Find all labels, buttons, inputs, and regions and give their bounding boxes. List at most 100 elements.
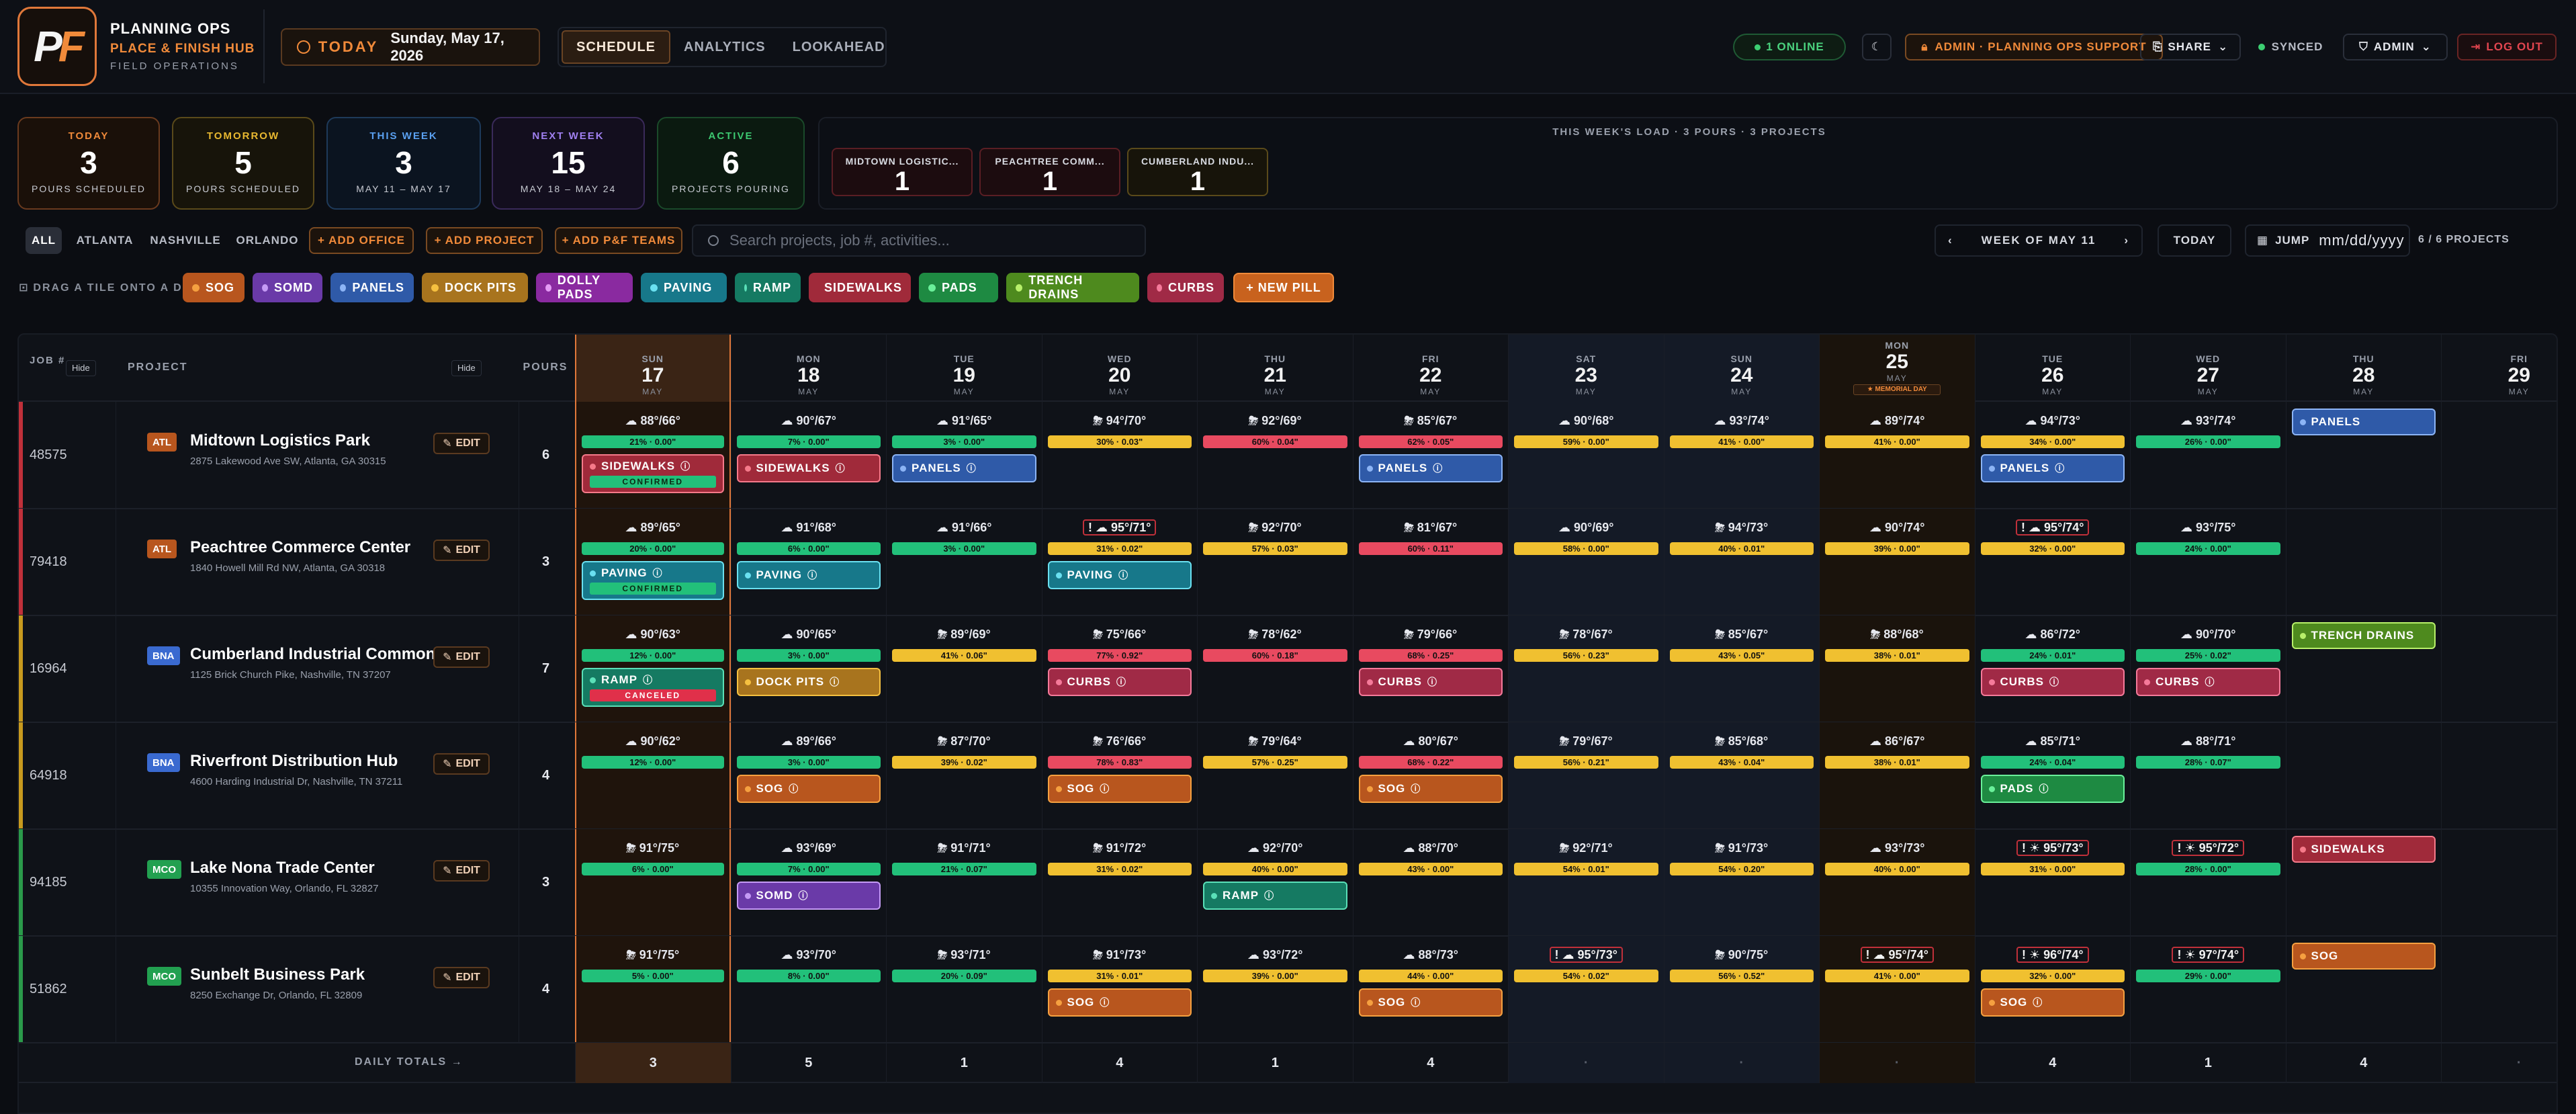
day-cell[interactable]: ⛈ 81°/67° 60% · 0.11" — [1352, 509, 1509, 615]
day-cell[interactable]: ☁ 90°/62° 12% · 0.00" — [575, 722, 731, 828]
day-cell[interactable]: ☁ 88°/71° 28% · 0.07" — [2130, 722, 2286, 828]
day-cell[interactable]: ☁ 88°/70° 43% · 0.00" — [1352, 829, 1509, 935]
day-cell[interactable] — [2441, 615, 2557, 722]
day-cell[interactable]: ⛈ 78°/67° 56% · 0.23" — [1508, 615, 1664, 722]
prev-week-icon[interactable]: ‹ — [1948, 234, 1953, 247]
day-cell[interactable]: ! ☁ 95°/74° 32% · 0.00" — [1974, 509, 2131, 615]
pour-tile[interactable]: PAVING ⓘ — [736, 561, 881, 589]
day-cell[interactable]: PANELS — [2285, 402, 2442, 508]
info-icon[interactable]: ⓘ — [643, 675, 654, 685]
next-week-icon[interactable]: › — [2124, 234, 2129, 247]
project-name[interactable]: Peachtree Commerce Center — [190, 538, 411, 556]
pour-tile[interactable]: SIDEWALKS ⓘ CONFIRMED — [582, 454, 724, 493]
pour-tile[interactable]: CURBS ⓘ — [2136, 668, 2280, 696]
day-cell[interactable]: TRENCH DRAINS — [2285, 615, 2442, 722]
pill-trench-drains[interactable]: TRENCH DRAINS — [1006, 273, 1139, 302]
day-cell[interactable]: ⛈ 91°/75° 6% · 0.00" — [575, 829, 731, 935]
day-cell[interactable]: ⛈ 85°/68° 43% · 0.04" — [1663, 722, 1819, 828]
day-cell[interactable]: ⛈ 93°/71° 20% · 0.09" — [886, 936, 1042, 1042]
day-cell[interactable]: ! ☀ 95°/73° 31% · 0.00" — [1974, 829, 2131, 935]
day-cell[interactable]: ☁ 93°/74° 26% · 0.00" — [2130, 402, 2286, 508]
info-icon[interactable]: ⓘ — [2049, 677, 2059, 687]
day-cell[interactable]: ⛈ 92°/69° 60% · 0.04" — [1197, 402, 1353, 508]
day-cell[interactable]: ☁ 90°/74° 39% · 0.00" — [1819, 509, 1975, 615]
office-filter-all[interactable]: ALL — [26, 227, 62, 254]
pour-tile[interactable]: SOG ⓘ — [1047, 775, 1192, 803]
info-icon[interactable]: ⓘ — [2039, 783, 2049, 794]
pour-tile[interactable]: SIDEWALKS ⓘ — [736, 454, 881, 482]
pour-tile[interactable]: PADS ⓘ — [1980, 775, 2125, 803]
day-cell[interactable]: ☁ 91°/68° 6% · 0.00" PAVING ⓘ — [730, 509, 887, 615]
day-cell[interactable]: ⛈ 85°/67° 43% · 0.05" — [1663, 615, 1819, 722]
pour-tile[interactable]: SOG ⓘ — [1047, 988, 1192, 1017]
admin-menu-button[interactable]: ⛉ ADMIN ⌄ — [2343, 34, 2448, 60]
day-cell[interactable] — [2441, 402, 2557, 508]
project-name[interactable]: Midtown Logistics Park — [190, 431, 371, 449]
tab-schedule[interactable]: SCHEDULE — [562, 30, 671, 64]
day-cell[interactable]: ⛈ 78°/62° 60% · 0.18" — [1197, 615, 1353, 722]
pour-tile[interactable]: SIDEWALKS — [2291, 836, 2436, 863]
logout-button[interactable]: ⇥ LOG OUT — [2457, 34, 2557, 60]
day-cell[interactable]: ☁ 90°/65° 3% · 0.00" DOCK PITS ⓘ — [730, 615, 887, 722]
edit-project-button[interactable]: ✎ EDIT — [433, 646, 490, 668]
day-cell[interactable]: ☁ 91°/66° 3% · 0.00" — [886, 509, 1042, 615]
day-cell[interactable]: ! ☀ 97°/74° 29% · 0.00" — [2130, 936, 2286, 1042]
share-button[interactable]: ⎘ SHARE ⌄ — [2140, 34, 2241, 60]
day-cell[interactable]: ☁ 89°/74° 41% · 0.00" — [1819, 402, 1975, 508]
day-cell[interactable]: ☁ 93°/73° 40% · 0.00" — [1819, 829, 1975, 935]
day-cell[interactable]: SOG — [2285, 936, 2442, 1042]
pour-tile[interactable]: CURBS ⓘ — [1980, 668, 2125, 696]
day-cell[interactable]: ☁ 93°/74° 41% · 0.00" — [1663, 402, 1819, 508]
day-cell[interactable]: ☁ 93°/70° 8% · 0.00" — [730, 936, 887, 1042]
day-cell[interactable]: ⛈ 91°/73° 54% · 0.20" — [1663, 829, 1819, 935]
day-cell[interactable]: ⛈ 85°/67° 62% · 0.05" PANELS ⓘ — [1352, 402, 1509, 508]
hide-project-button[interactable]: Hide — [451, 360, 482, 376]
office-filter-atlanta[interactable]: ATLANTA — [76, 234, 134, 247]
day-cell[interactable]: ⛈ 87°/70° 39% · 0.02" — [886, 722, 1042, 828]
info-icon[interactable]: ⓘ — [1264, 890, 1275, 901]
info-icon[interactable]: ⓘ — [830, 677, 840, 687]
add-pf-teams-button[interactable]: + ADD P&F TEAMS — [555, 227, 682, 254]
info-icon[interactable]: ⓘ — [1411, 997, 1421, 1008]
day-cell[interactable]: ☁ 90°/63° 12% · 0.00" RAMP ⓘ CANCELED — [575, 615, 731, 722]
pour-tile[interactable]: SOG — [2291, 943, 2436, 970]
day-cell[interactable]: ☁ 88°/73° 44% · 0.00" SOG ⓘ — [1352, 936, 1509, 1042]
search-input[interactable]: Search projects, job #, activities... — [692, 224, 1146, 257]
day-cell[interactable]: ⛈ 91°/72° 31% · 0.02" — [1041, 829, 1198, 935]
day-cell[interactable]: ⛈ 91°/75° 5% · 0.00" — [575, 936, 731, 1042]
day-cell[interactable] — [2285, 722, 2442, 828]
day-cell[interactable]: ⛈ 79°/64° 57% · 0.25" — [1197, 722, 1353, 828]
tab-analytics[interactable]: ANALYTICS — [684, 39, 766, 54]
info-icon[interactable]: ⓘ — [1411, 783, 1421, 794]
day-cell[interactable]: ☁ 85°/71° 24% · 0.04" PADS ⓘ — [1974, 722, 2131, 828]
edit-project-button[interactable]: ✎ EDIT — [433, 433, 490, 454]
day-cell[interactable]: ! ☁ 95°/73° 54% · 0.02" — [1508, 936, 1664, 1042]
day-cell[interactable]: ! ☁ 95°/74° 41% · 0.00" — [1819, 936, 1975, 1042]
jump-date-input[interactable]: ▦ JUMP mm/dd/yyyy — [2245, 224, 2410, 257]
day-cell[interactable]: ☁ 88°/66° 21% · 0.00" SIDEWALKS ⓘ CONFIRMED — [575, 402, 731, 508]
pill-panels[interactable]: PANELS — [330, 273, 414, 302]
day-cell[interactable]: ⛈ 75°/66° 77% · 0.92" CURBS ⓘ — [1041, 615, 1198, 722]
day-cell[interactable]: ☁ 93°/75° 24% · 0.00" — [2130, 509, 2286, 615]
pour-tile[interactable]: SOG ⓘ — [1358, 988, 1503, 1017]
info-icon[interactable]: ⓘ — [2033, 997, 2043, 1008]
today-button[interactable]: TODAY — [2158, 224, 2231, 257]
day-cell[interactable]: ⛈ 91°/73° 31% · 0.01" SOG ⓘ — [1041, 936, 1198, 1042]
pill-sog[interactable]: SOG — [183, 273, 245, 302]
day-cell[interactable]: ☁ 90°/70° 25% · 0.02" CURBS ⓘ — [2130, 615, 2286, 722]
project-name[interactable]: Lake Nona Trade Center — [190, 859, 375, 877]
day-cell[interactable]: ☁ 90°/69° 58% · 0.00" — [1508, 509, 1664, 615]
day-cell[interactable]: ☁ 94°/73° 34% · 0.00" PANELS ⓘ — [1974, 402, 2131, 508]
day-cell[interactable] — [2441, 936, 2557, 1042]
pill-dolly-pads[interactable]: DOLLY PADS — [536, 273, 633, 302]
edit-project-button[interactable]: ✎ EDIT — [433, 753, 490, 775]
info-icon[interactable]: ⓘ — [1100, 783, 1110, 794]
day-cell[interactable]: ⛈ 79°/66° 68% · 0.25" CURBS ⓘ — [1352, 615, 1509, 722]
day-cell[interactable]: ⛈ 88°/68° 38% · 0.01" — [1819, 615, 1975, 722]
pour-tile[interactable]: DOCK PITS ⓘ — [736, 668, 881, 696]
add-office-button[interactable]: + ADD OFFICE — [309, 227, 414, 254]
day-cell[interactable] — [2285, 509, 2442, 615]
info-icon[interactable]: ⓘ — [680, 461, 691, 472]
day-cell[interactable]: ⛈ 79°/67° 56% · 0.21" — [1508, 722, 1664, 828]
day-cell[interactable]: ⛈ 92°/71° 54% · 0.01" — [1508, 829, 1664, 935]
